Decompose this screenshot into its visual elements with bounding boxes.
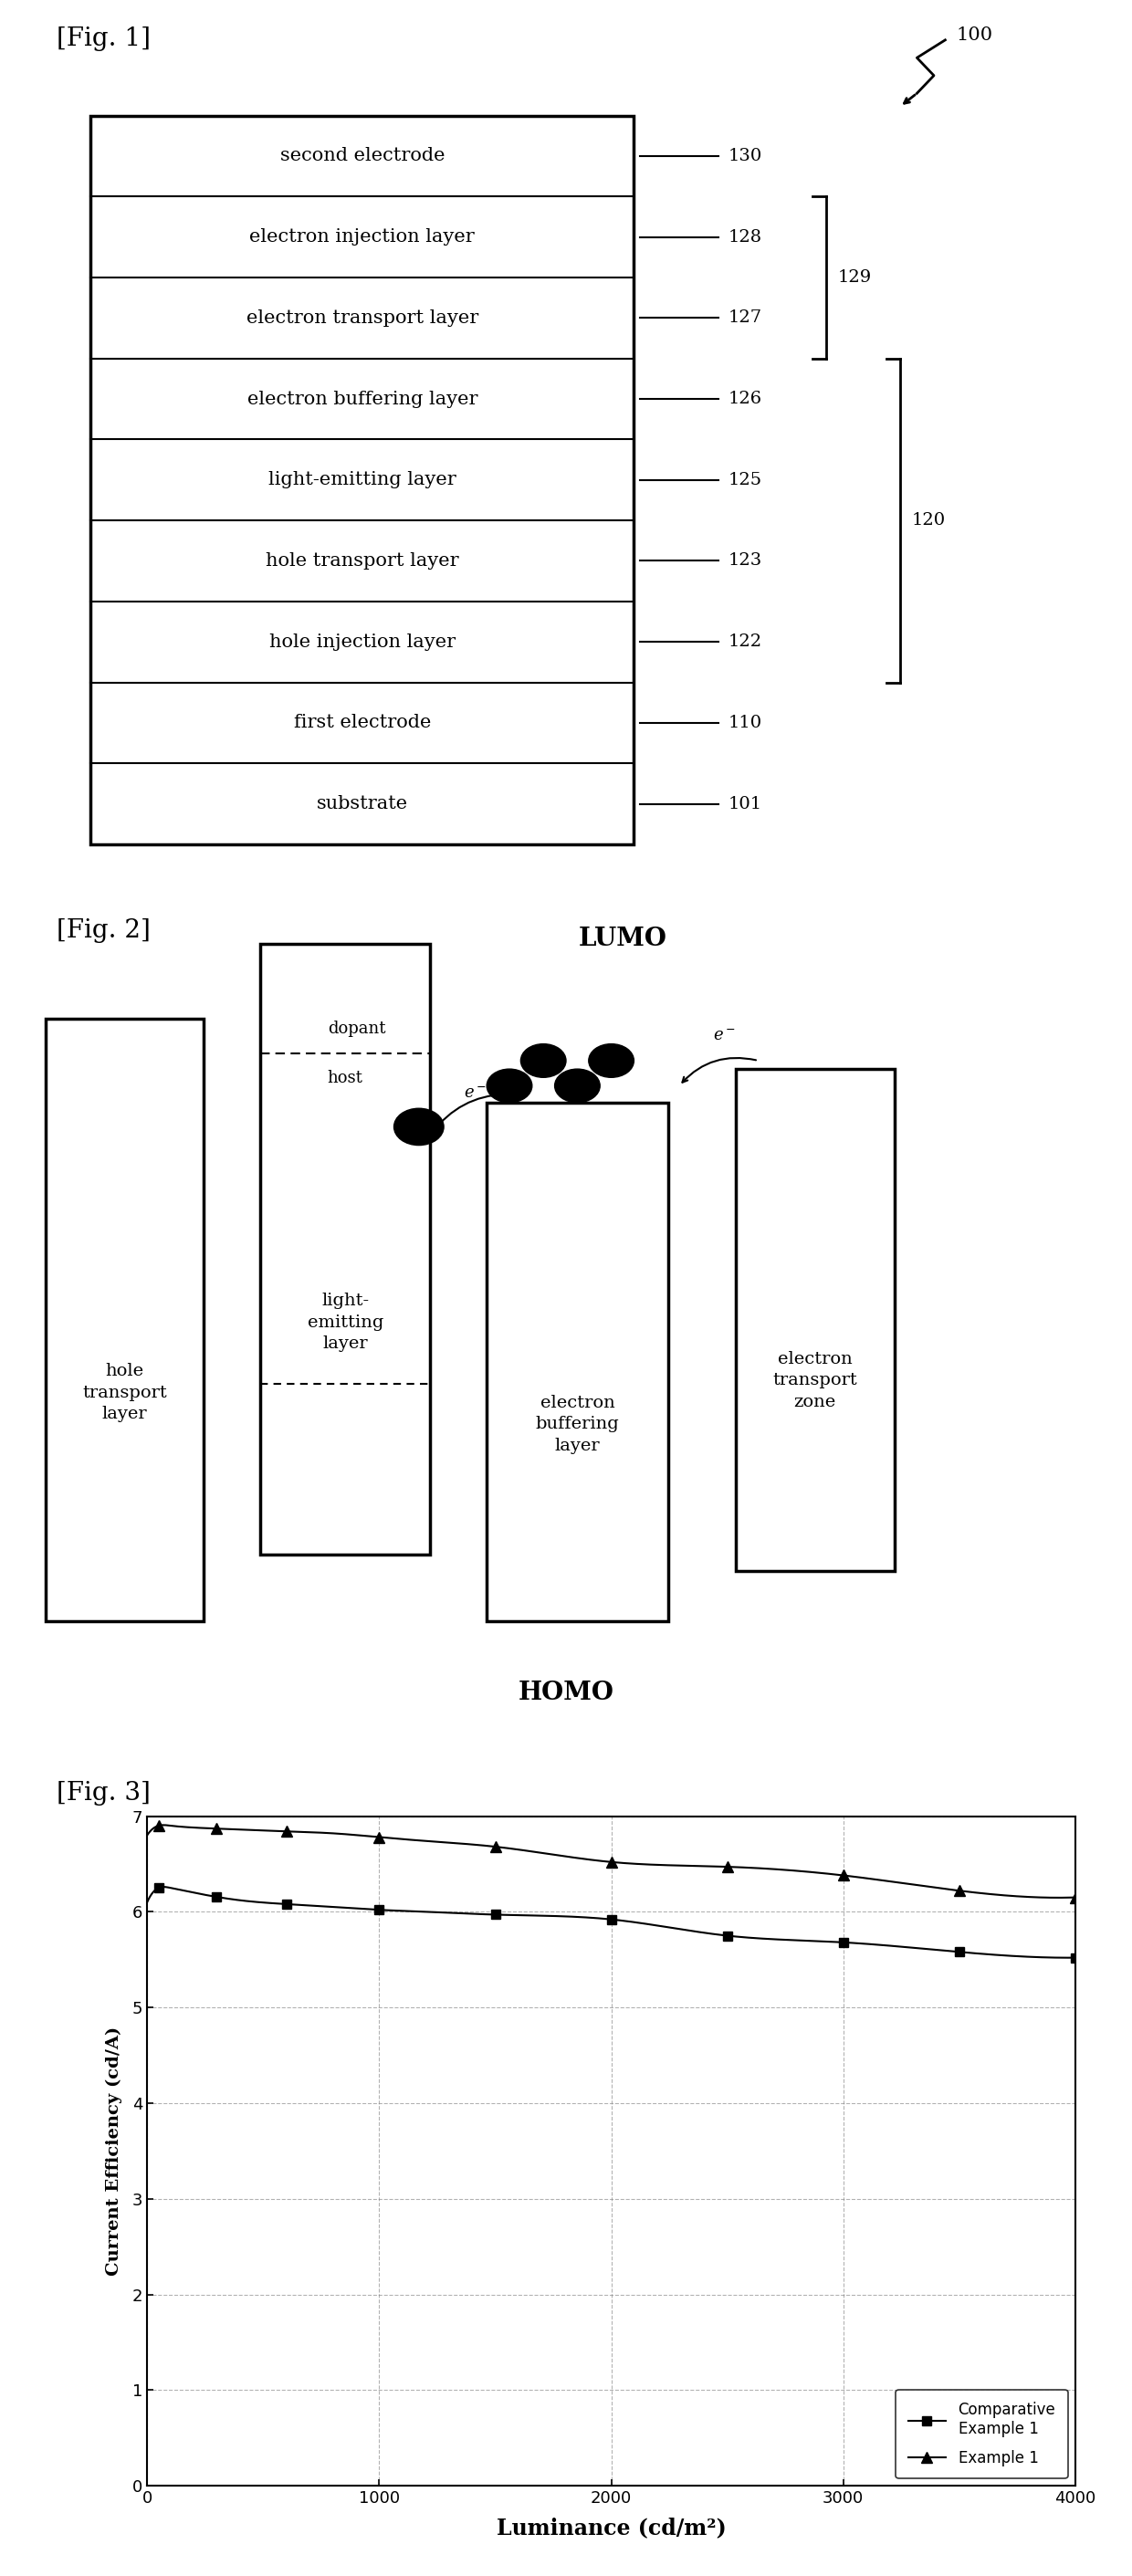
Text: 101: 101 bbox=[728, 796, 762, 811]
Bar bbox=[91, 116, 634, 845]
Legend: Comparative
Example 1, Example 1: Comparative Example 1, Example 1 bbox=[895, 2391, 1067, 2478]
Circle shape bbox=[394, 1108, 444, 1146]
X-axis label: Luminance (cd/m²): Luminance (cd/m²) bbox=[496, 2517, 727, 2540]
Circle shape bbox=[521, 1043, 566, 1077]
Text: e$^-$: e$^-$ bbox=[713, 1028, 736, 1043]
Text: 123: 123 bbox=[728, 554, 762, 569]
Text: hole transport layer: hole transport layer bbox=[266, 551, 458, 569]
Text: electron transport layer: electron transport layer bbox=[246, 309, 479, 327]
Text: 126: 126 bbox=[728, 392, 762, 407]
Text: 130: 130 bbox=[728, 147, 762, 165]
Text: [Fig. 3]: [Fig. 3] bbox=[57, 1780, 151, 1806]
Text: 127: 127 bbox=[728, 309, 762, 327]
Circle shape bbox=[487, 1069, 532, 1103]
Text: LUMO: LUMO bbox=[578, 927, 667, 951]
Text: first electrode: first electrode bbox=[293, 714, 431, 732]
Text: [Fig. 1]: [Fig. 1] bbox=[57, 26, 151, 52]
Y-axis label: Current Efficiency (cd/A): Current Efficiency (cd/A) bbox=[105, 2027, 122, 2275]
Text: electron injection layer: electron injection layer bbox=[250, 229, 474, 245]
Text: 100: 100 bbox=[957, 26, 993, 44]
Text: 128: 128 bbox=[728, 229, 762, 245]
Text: second electrode: second electrode bbox=[280, 147, 445, 165]
Text: light-emitting layer: light-emitting layer bbox=[268, 471, 456, 489]
Text: electron
buffering
layer: electron buffering layer bbox=[535, 1394, 619, 1453]
Text: 122: 122 bbox=[728, 634, 762, 649]
Text: 110: 110 bbox=[728, 714, 762, 732]
Text: e$^-$: e$^-$ bbox=[464, 1084, 487, 1103]
Text: 129: 129 bbox=[838, 270, 872, 286]
Text: 120: 120 bbox=[911, 513, 945, 528]
Circle shape bbox=[589, 1043, 634, 1077]
Bar bbox=[45, 1020, 204, 1623]
Circle shape bbox=[555, 1069, 600, 1103]
Text: 125: 125 bbox=[728, 471, 762, 487]
Text: electron buffering layer: electron buffering layer bbox=[247, 392, 478, 407]
Text: dopant: dopant bbox=[327, 1020, 386, 1036]
Text: substrate: substrate bbox=[317, 796, 408, 811]
Text: electron
transport
zone: electron transport zone bbox=[773, 1350, 857, 1409]
Text: light-
emitting
layer: light- emitting layer bbox=[307, 1293, 384, 1352]
Text: [Fig. 2]: [Fig. 2] bbox=[57, 920, 151, 943]
Bar bbox=[736, 1069, 894, 1571]
Text: hole injection layer: hole injection layer bbox=[269, 634, 455, 652]
Text: host: host bbox=[327, 1069, 363, 1087]
Text: HOMO: HOMO bbox=[518, 1680, 614, 1705]
Bar bbox=[487, 1103, 668, 1623]
Bar bbox=[260, 943, 430, 1553]
Text: hole
transport
layer: hole transport layer bbox=[83, 1363, 166, 1422]
